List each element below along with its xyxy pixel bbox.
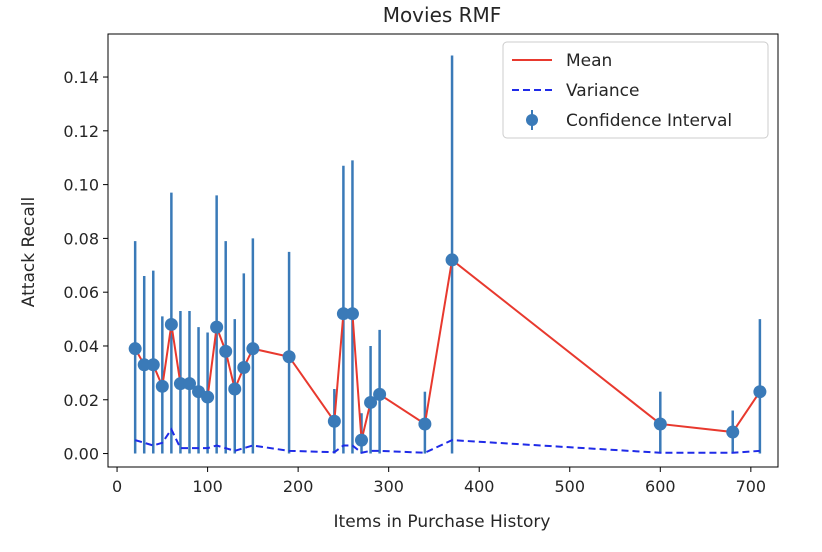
ci-point-marker	[128, 342, 142, 356]
mean-series-line	[134, 258, 761, 441]
x-tick-label: 100	[192, 477, 223, 496]
ci-point-marker	[336, 307, 350, 321]
ci-point-marker	[201, 390, 215, 404]
ci-point-marker	[418, 417, 432, 431]
ci-point-marker	[726, 425, 740, 439]
ci-point-marker	[373, 387, 387, 401]
y-tick-label: 0.12	[63, 122, 99, 141]
x-tick-label: 500	[554, 477, 585, 496]
x-axis-label: Items in Purchase History	[334, 512, 551, 532]
x-tick-label: 600	[645, 477, 676, 496]
ci-point-marker	[137, 358, 151, 372]
plot-frame	[107, 33, 779, 468]
x-tick-label: 0	[112, 477, 122, 496]
ci-point-marker	[327, 414, 341, 428]
ci-point-marker	[355, 433, 369, 447]
ci-point-marker	[282, 350, 296, 364]
legend-box	[502, 41, 769, 139]
ci-point-marker	[155, 379, 169, 393]
ci-point-marker	[753, 385, 767, 399]
ci-point-marker	[364, 395, 378, 409]
legend-ci-label: Confidence Interval	[566, 111, 732, 131]
ci-point-marker	[237, 360, 251, 374]
x-tick-label: 700	[736, 477, 767, 496]
x-tick-label: 200	[283, 477, 314, 496]
legend-variance-label: Variance	[566, 81, 639, 101]
legend-mean-label: Mean	[566, 51, 612, 71]
ci-point-marker	[228, 382, 242, 396]
ci-point-marker	[210, 320, 224, 334]
ci-point-marker	[173, 377, 187, 391]
ci-point-marker	[146, 358, 160, 372]
ci-point-marker	[182, 377, 196, 391]
y-tick-label: 0.08	[63, 229, 99, 248]
ci-point-marker	[246, 342, 260, 356]
ci-point-marker	[345, 307, 359, 321]
y-tick-label: 0.14	[63, 68, 99, 87]
y-axis-label: Attack Recall	[19, 197, 39, 307]
y-tick-label: 0.10	[63, 176, 99, 195]
x-tick-label: 300	[373, 477, 404, 496]
variance-series-line	[134, 427, 760, 454]
legend-ci-marker	[526, 114, 538, 126]
legend: Mean Variance Confidence Interval	[502, 41, 769, 139]
y-tick-label: 0.00	[63, 445, 99, 464]
ci-point-marker	[164, 317, 178, 331]
x-tick-label: 400	[464, 477, 495, 496]
y-tick-label: 0.04	[63, 337, 99, 356]
y-tick-label: 0.02	[63, 391, 99, 410]
chart-title: Movies RMF	[383, 3, 502, 27]
ci-point-marker	[445, 253, 459, 267]
ci-point-marker	[219, 344, 233, 358]
ci-point-marker	[653, 417, 667, 431]
y-tick-label: 0.06	[63, 283, 99, 302]
